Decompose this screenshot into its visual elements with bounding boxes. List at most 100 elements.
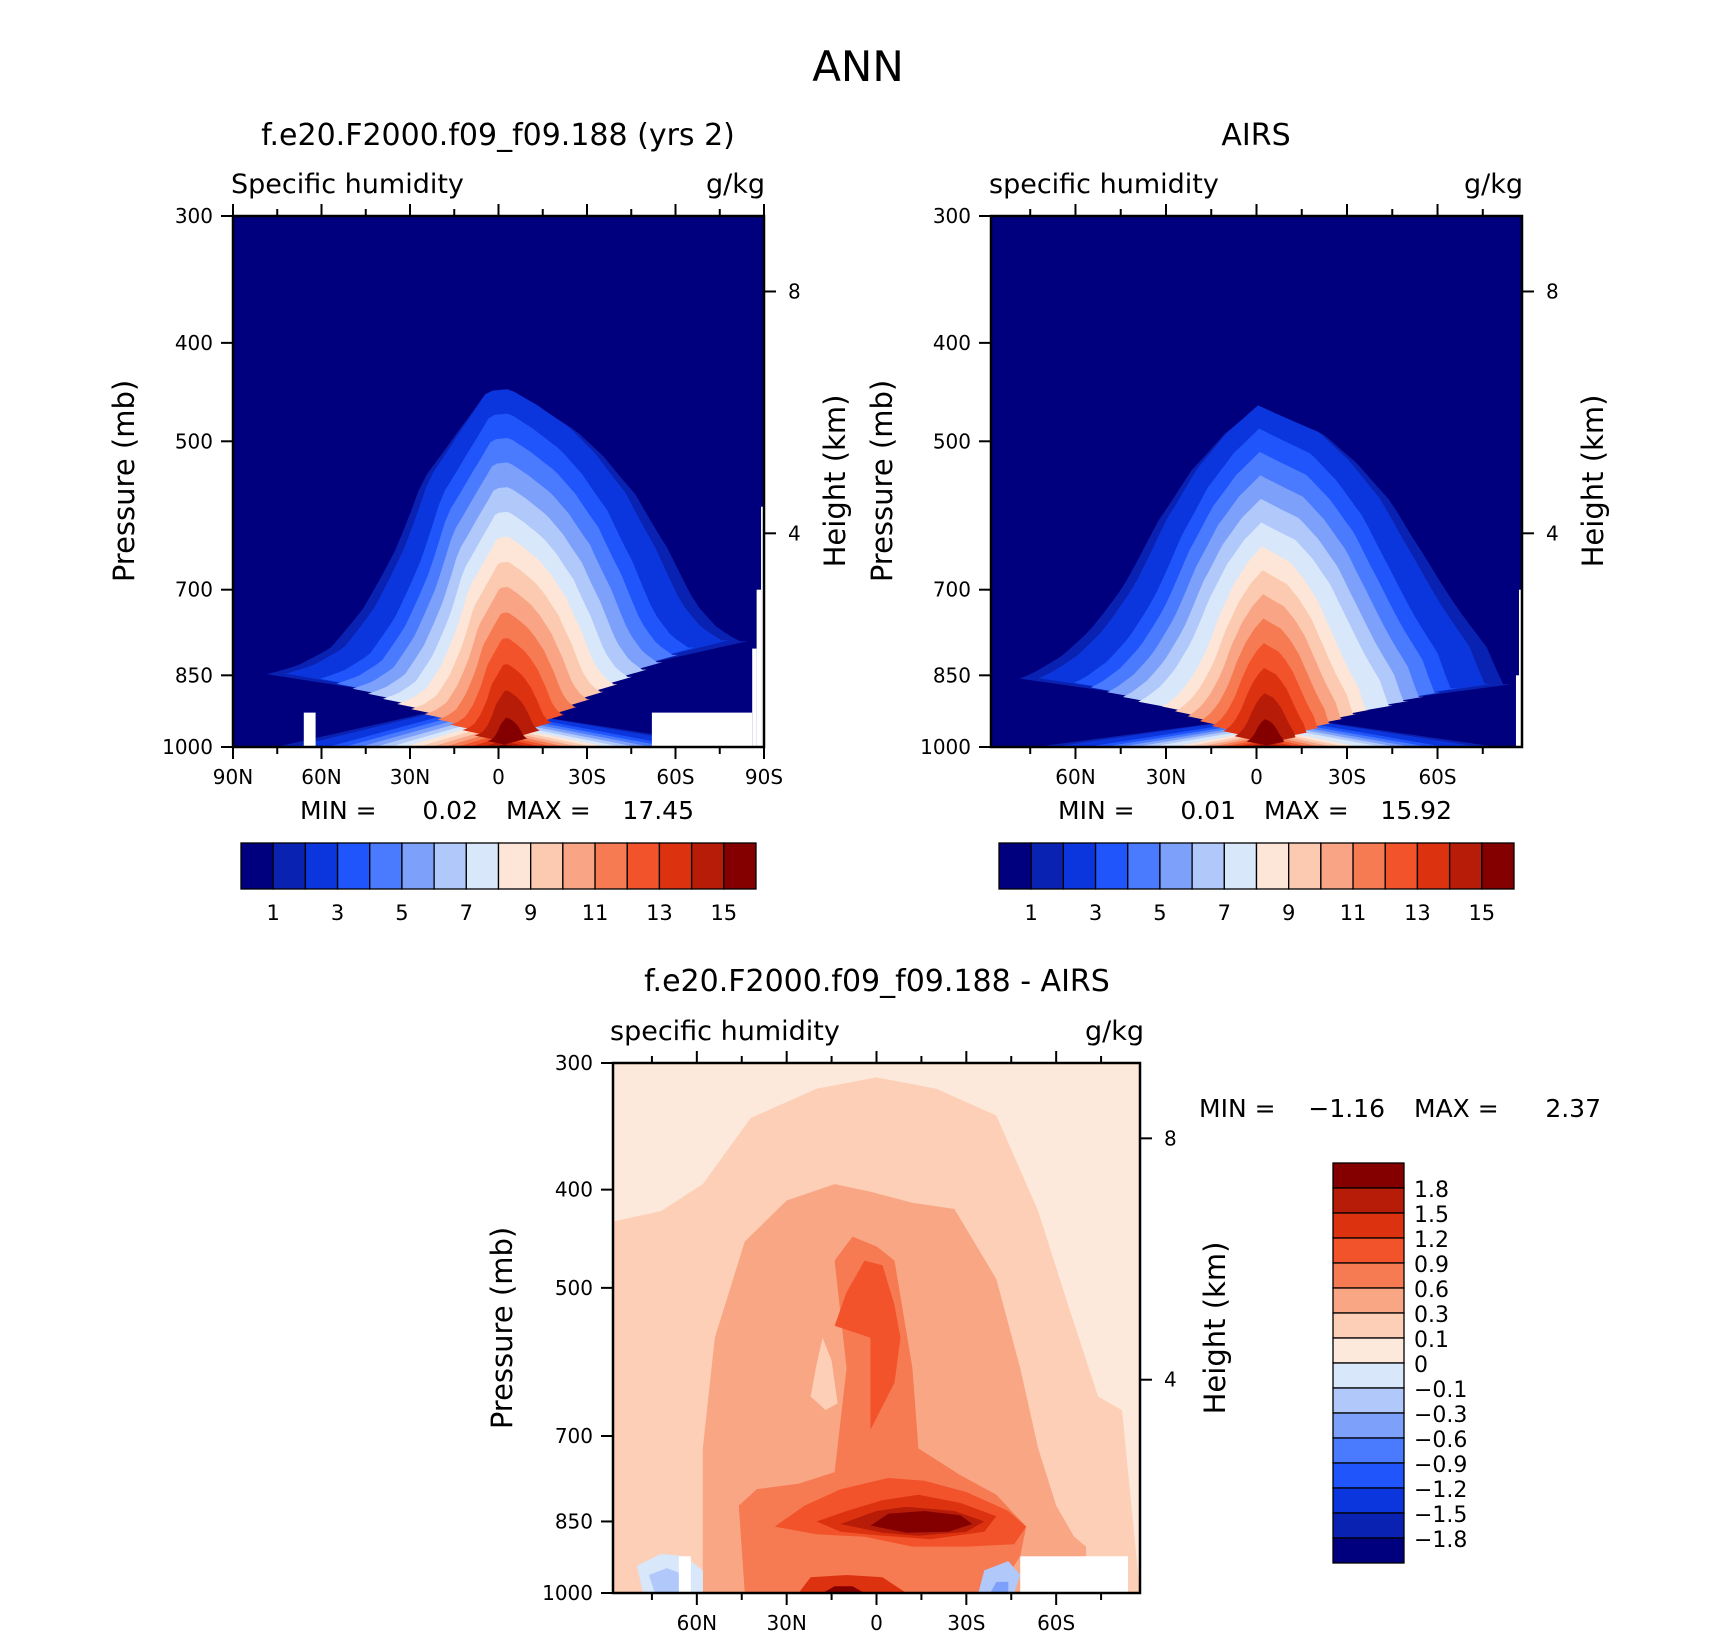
colorbar-swatch [369,842,403,890]
y-tick-label: 500 [933,429,971,453]
colorbar-label: 1.2 [1414,1228,1449,1253]
colorbar-label: 13 [646,901,673,925]
y-tick-label: 300 [555,1051,593,1075]
x-tick-label: 30N [766,1611,806,1635]
colorbar-swatch [1332,1162,1405,1189]
colorbar-swatch [401,842,435,890]
colorbar-swatch [1352,842,1386,890]
missing-data-region [651,712,753,747]
colorbar: 1 3 5 7 9 11 13 15 [240,842,757,925]
colorbar-label: 11 [582,901,609,925]
min-label: MIN = [1199,1094,1276,1123]
colorbar-label: 0.6 [1414,1278,1449,1303]
x-tick-label: 30N [390,765,430,789]
colorbar: 1.81.51.20.90.60.30.10−0.1−0.3−0.6−0.9−1… [1332,1162,1467,1564]
x-tick-label: 90S [745,765,783,789]
y-tick-label: 300 [175,204,213,228]
colorbar-swatch [1332,1337,1405,1364]
colorbar-swatch [1332,1187,1405,1214]
colorbar-label: 0.9 [1414,1253,1449,1278]
colorbar-swatch [497,842,532,890]
variable-label: specific humidity [610,1016,840,1047]
y-tick-label: 500 [555,1276,593,1300]
y-tick-label: 500 [175,429,213,453]
y-tick-label: 1000 [920,735,971,759]
colorbar-label: 15 [1468,901,1495,925]
colorbar-swatch [723,842,757,890]
y-axis-right-label: Height (km) [818,395,852,568]
colorbar-swatch [272,842,307,890]
max-value: 17.45 [622,796,694,825]
colorbar-label: −1.5 [1414,1503,1467,1528]
axes: 300 400 500 700 850 1000 8 4 60N 30N 0 30S 60S [542,1051,1177,1635]
y-tick-label: 700 [933,578,971,602]
colorbar-label: −0.9 [1414,1453,1467,1478]
x-tick-label: 60S [1037,1611,1075,1635]
height-tick-label: 4 [788,521,801,545]
x-tick-label: 60N [301,765,341,789]
colorbar-swatch [1384,842,1419,890]
colorbar-label: 7 [460,901,473,925]
colorbar-swatch [1255,842,1290,890]
x-tick-label: 30S [947,1611,985,1635]
contour-field [613,1063,1140,1593]
missing-data-region [1518,589,1522,678]
colorbar-label: 9 [524,901,537,925]
variable-label: Specific humidity [231,169,464,200]
colorbar-label: −1.2 [1414,1478,1467,1503]
y-tick-label: 850 [555,1509,593,1533]
y-tick-label: 1000 [162,735,213,759]
x-tick-label: 60N [1055,765,1095,789]
colorbar-label: 5 [395,901,408,925]
colorbar-label: 7 [1218,901,1231,925]
y-tick-label: 850 [175,663,213,687]
x-tick-label: 0 [870,1611,883,1635]
colorbar-label: −1.8 [1414,1528,1467,1553]
contour-band-1.2-surface [798,1575,907,1593]
colorbar-swatch [1030,842,1065,890]
max-label: MAX = [1414,1094,1499,1123]
colorbar-swatch [1332,1212,1405,1239]
y-tick-label: 850 [933,663,971,687]
colorbar-label: 9 [1282,901,1295,925]
contour-band-0.1-pocket [810,1337,838,1411]
max-label: MAX = [506,796,591,825]
colorbar-swatch [530,842,564,890]
height-tick-label: 4 [1546,521,1559,545]
colorbar-swatch [1416,842,1451,890]
y-tick-label: 300 [933,204,971,228]
colorbar-swatch [1127,842,1161,890]
y-axis-label: Pressure (mb) [107,380,141,582]
x-tick-label: 30N [1146,765,1186,789]
colorbar-swatch [1159,842,1193,890]
contour-band-neg-0.3-south [978,1561,1021,1593]
panel-observation: AIRS specific humidity g/kg 300400500700… [865,118,1610,925]
colorbar-swatch [1191,842,1225,890]
colorbar-label: 11 [1340,901,1367,925]
y-axis-label: Pressure (mb) [485,1227,519,1429]
colorbar-label: −0.1 [1414,1378,1467,1403]
colorbar-swatch [1094,842,1129,890]
colorbar-swatch [1332,1262,1405,1289]
y-tick-label: 400 [555,1178,593,1202]
contour-band-0.9-upper [834,1260,901,1430]
missing-data-region [1020,1556,1129,1593]
colorbar-swatch [1332,1362,1405,1389]
colorbar-swatch [240,842,274,890]
colorbar-label: 0.3 [1414,1303,1449,1328]
height-tick-label: 8 [788,279,801,303]
min-label: MIN = [1058,796,1135,825]
max-value: 15.92 [1380,796,1452,825]
colorbar-swatch [626,842,661,890]
y-tick-label: 400 [933,331,971,355]
units-label: g/kg [706,169,765,200]
colorbar-swatch [1448,842,1483,890]
colorbar-swatch [1223,842,1258,890]
panel-title: f.e20.F2000.f09_f09.188 (yrs 2) [261,118,735,153]
colorbar-label: 1.8 [1414,1178,1449,1203]
colorbar-swatch [433,842,467,890]
colorbar-label: 3 [1089,901,1102,925]
x-tick-label: 30S [1328,765,1366,789]
min-value: −1.16 [1308,1094,1385,1123]
y-axis-right-label: Height (km) [1198,1242,1232,1415]
